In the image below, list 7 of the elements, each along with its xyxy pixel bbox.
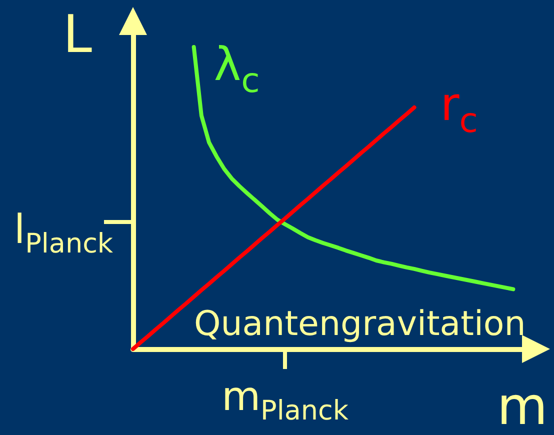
x-axis-title: m [497,377,548,435]
annotation: Quantengravitation [194,304,526,344]
series-label: λ$_{c}$ [214,36,260,101]
y-axis-title: L [63,5,92,65]
series-label: r$_{c}$ [440,77,478,142]
text: l$_{Planck}$ [14,206,114,260]
text: m$_{Planck}$ [222,374,348,426]
